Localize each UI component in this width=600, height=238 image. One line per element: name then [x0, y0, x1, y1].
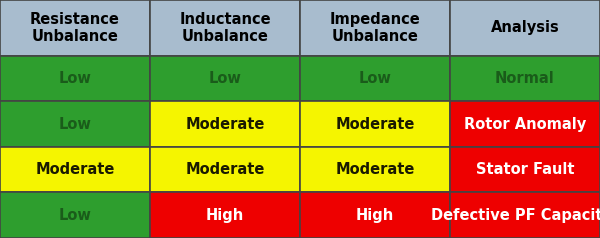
Bar	[150, 147, 300, 192]
Text: Moderate: Moderate	[35, 162, 115, 177]
Bar	[0, 56, 150, 101]
Text: Low: Low	[59, 71, 91, 86]
Text: Normal: Normal	[495, 71, 555, 86]
Text: Low: Low	[359, 71, 391, 86]
Text: Impedance
Unbalance: Impedance Unbalance	[329, 12, 421, 44]
Bar	[150, 56, 300, 101]
Text: Moderate: Moderate	[335, 162, 415, 177]
Bar	[0, 0, 150, 56]
Bar	[0, 101, 150, 147]
Text: Moderate: Moderate	[185, 162, 265, 177]
Bar	[300, 101, 450, 147]
Bar	[300, 56, 450, 101]
Bar	[300, 192, 450, 238]
Bar	[450, 0, 600, 56]
Bar	[450, 56, 600, 101]
Bar	[0, 147, 150, 192]
Text: Inductance
Unbalance: Inductance Unbalance	[179, 12, 271, 44]
Text: Rotor Anomaly: Rotor Anomaly	[464, 117, 586, 132]
Bar	[450, 192, 600, 238]
Text: Low: Low	[209, 71, 241, 86]
Text: Low: Low	[59, 117, 91, 132]
Bar	[300, 0, 450, 56]
Text: Low: Low	[59, 208, 91, 223]
Text: Moderate: Moderate	[335, 117, 415, 132]
Text: Resistance
Unbalance: Resistance Unbalance	[30, 12, 120, 44]
Bar	[150, 101, 300, 147]
Bar	[300, 147, 450, 192]
Bar	[150, 0, 300, 56]
Bar	[450, 147, 600, 192]
Text: High: High	[206, 208, 244, 223]
Text: Analysis: Analysis	[491, 20, 559, 35]
Bar	[150, 192, 300, 238]
Text: Defective PF Capacitor: Defective PF Capacitor	[431, 208, 600, 223]
Text: High: High	[356, 208, 394, 223]
Text: Moderate: Moderate	[185, 117, 265, 132]
Bar	[0, 192, 150, 238]
Bar	[450, 101, 600, 147]
Text: Stator Fault: Stator Fault	[476, 162, 574, 177]
